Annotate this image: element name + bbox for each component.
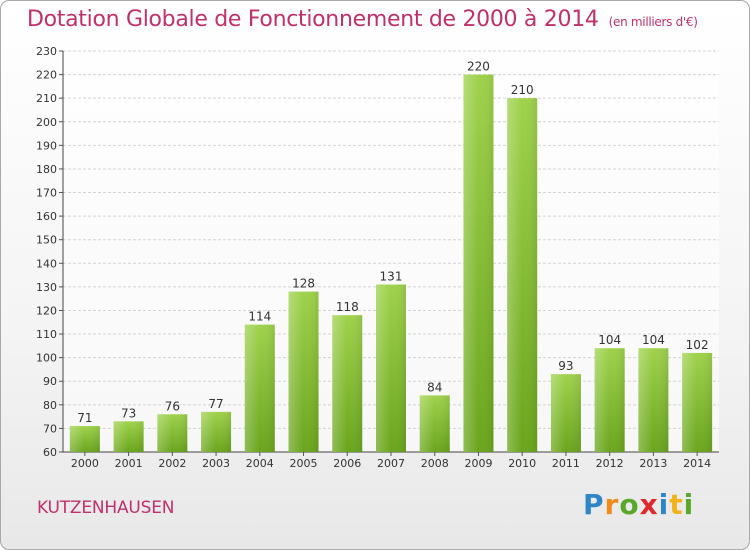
y-tick-label: 230 [36,45,57,58]
logo-letter: P [583,488,605,521]
x-tick-label: 2009 [464,457,492,470]
x-tick-label: 2000 [71,457,99,470]
x-tick-label: 2004 [246,457,274,470]
bar-shading [594,348,625,452]
logo-letter: i [658,488,670,521]
data-label: 76 [165,399,180,413]
y-tick-label: 80 [43,399,57,412]
x-tick-label: 2013 [639,457,667,470]
data-label: 77 [208,397,223,411]
y-tick-label: 180 [36,163,57,176]
bar-shading [113,421,144,452]
x-tick-label: 2006 [333,457,361,470]
bar-shading [376,284,406,452]
logo-letter: i [683,488,695,521]
y-tick-label: 120 [36,304,57,317]
bar-shading [463,74,494,453]
data-label: 210 [511,83,534,97]
data-label: 131 [380,270,403,284]
x-tick-label: 2010 [508,457,536,470]
logo-letter: o [619,488,640,521]
y-tick-label: 140 [36,257,57,270]
y-tick-label: 70 [43,422,57,435]
commune-name: KUTZENHAUSEN [37,498,175,518]
y-tick-label: 160 [36,210,57,223]
bar-shading [507,98,538,453]
data-label: 118 [336,300,359,314]
x-tick-label: 2011 [552,457,580,470]
x-tick-label: 2001 [115,457,143,470]
bar-shading [201,411,232,452]
data-label: 93 [558,359,573,373]
x-tick-label: 2003 [202,457,230,470]
y-tick-label: 110 [36,328,57,341]
y-tick-label: 200 [36,116,57,129]
bar-shading [157,414,188,452]
data-label: 102 [686,338,709,352]
data-label: 128 [292,277,315,291]
x-tick-label: 2002 [158,457,186,470]
proxiti-logo: Proxiti [583,488,694,521]
x-tick-label: 2007 [377,457,405,470]
y-tick-label: 170 [36,187,57,200]
data-label: 104 [642,333,665,347]
data-label: 71 [77,411,92,425]
bar-shading [332,315,363,452]
y-tick-label: 220 [36,69,57,82]
bar-shading [682,352,713,452]
bar-shading [550,374,581,452]
bar-shading [419,395,450,452]
bar-shading [288,291,319,452]
data-label: 84 [427,380,442,394]
y-tick-label: 100 [36,352,57,365]
logo-letter: x [639,488,659,521]
y-tick-label: 150 [36,234,57,247]
bar-shading [638,348,669,452]
x-tick-label: 2005 [290,457,318,470]
data-label: 114 [248,310,271,324]
bar-shading [69,426,100,452]
logo-letter: r [604,488,620,521]
bar-shading [244,324,275,452]
data-label: 220 [467,60,490,74]
x-tick-label: 2012 [596,457,624,470]
data-label: 104 [598,333,621,347]
chart-title-text: Dotation Globale de Fonctionnement de 20… [27,7,599,32]
data-label: 73 [121,406,136,420]
y-tick-label: 130 [36,281,57,294]
y-tick-label: 210 [36,92,57,105]
x-tick-label: 2008 [421,457,449,470]
y-tick-label: 190 [36,139,57,152]
chart-unit: (en milliers d'€) [608,15,698,29]
chart-title: Dotation Globale de Fonctionnement de 20… [27,7,698,32]
logo-letter: t [669,488,684,521]
y-tick-label: 90 [43,375,57,388]
y-tick-label: 60 [43,446,57,459]
x-tick-label: 2014 [683,457,711,470]
